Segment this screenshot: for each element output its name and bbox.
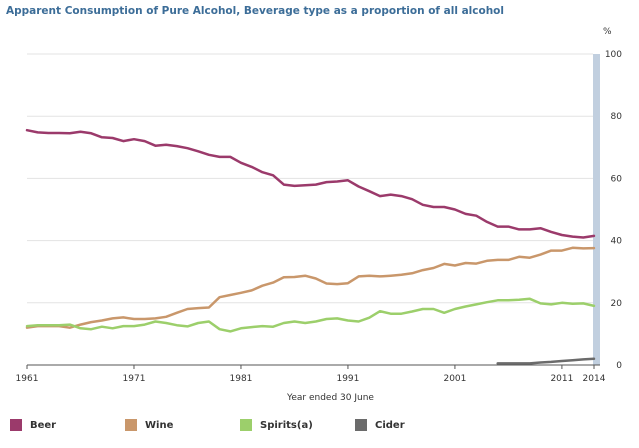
legend-swatch: [10, 419, 22, 431]
x-tick-label: 1961: [16, 374, 39, 384]
series-line-beer[interactable]: [25, 128, 596, 239]
y-tick-label: 60: [611, 174, 623, 184]
series-line-cider[interactable]: [496, 357, 596, 365]
legend-swatch: [125, 419, 137, 431]
x-tick-label: 1971: [123, 374, 146, 384]
y-tick-label: 0: [616, 361, 622, 371]
y-tick-label: 20: [611, 299, 623, 309]
series-line-wine[interactable]: [25, 246, 596, 329]
y-tick-label: 100: [605, 50, 622, 60]
x-tick-label: 2011: [550, 374, 573, 384]
legend-item[interactable]: Spirits(a): [240, 419, 355, 431]
legend-label: Beer: [30, 419, 57, 431]
legend-label: Spirits(a): [260, 419, 313, 431]
series-layer: [25, 128, 596, 365]
legend: Beer Wine Spirits(a) Cider: [10, 419, 470, 431]
chart-title: Apparent Consumption of Pure Alcohol, Be…: [6, 5, 504, 17]
vertical-scrollbar[interactable]: [593, 54, 600, 365]
legend-label: Wine: [145, 419, 174, 431]
x-axis-label: Year ended 30 June: [286, 393, 374, 403]
x-tick-label: 1981: [230, 374, 253, 384]
y-axis-label: %: [603, 27, 612, 37]
legend-item[interactable]: Wine: [125, 419, 240, 431]
legend-label: Cider: [375, 419, 405, 431]
y-tick-label: 80: [611, 112, 623, 122]
x-tick-label: 1991: [336, 374, 359, 384]
series-line-spirits-a[interactable]: [25, 297, 596, 333]
axes: 0 20 40 60 80 100 1961 1971 1981 1991 2001 2011 2014: [16, 50, 623, 384]
x-tick-label: 2014: [583, 374, 606, 384]
legend-item[interactable]: Beer: [10, 419, 125, 431]
legend-swatch: [355, 419, 367, 431]
y-tick-label: 40: [611, 237, 623, 247]
x-tick-label: 2001: [443, 374, 466, 384]
legend-swatch: [240, 419, 252, 431]
legend-item[interactable]: Cider: [355, 419, 470, 431]
